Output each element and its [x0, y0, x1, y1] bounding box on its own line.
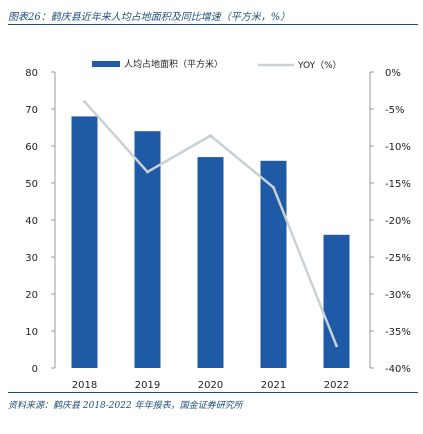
left-tick-label: 0	[32, 364, 38, 375]
yoy-point	[272, 185, 275, 189]
right-tick-label: -10%	[385, 142, 411, 153]
right-tick-label: -5%	[385, 105, 404, 116]
right-tick-label: 0%	[385, 68, 401, 79]
title-rule	[8, 24, 418, 25]
bar	[71, 116, 98, 369]
left-tick-label: 30	[25, 253, 38, 264]
x-tick-label: 2019	[135, 380, 160, 391]
right-tick-label: -30%	[385, 290, 411, 301]
x-tick-label: 2018	[72, 380, 97, 391]
bar	[323, 234, 350, 368]
right-tick-label: -15%	[385, 179, 411, 190]
left-tick-label: 20	[25, 290, 38, 301]
left-tick-label: 10	[25, 327, 38, 338]
legend-swatch-bars	[92, 61, 120, 67]
yoy-point	[209, 134, 212, 138]
left-tick-label: 80	[25, 68, 38, 79]
source-rule	[8, 392, 418, 393]
right-tick-label: -20%	[385, 216, 411, 227]
figure-source: 资料来源：鹤庆县 2018-2022 年年报表，国金证券研究所	[8, 401, 243, 411]
left-tick-label: 40	[25, 216, 38, 227]
bar	[260, 160, 287, 368]
right-tick-label: -40%	[385, 364, 411, 375]
yoy-point	[335, 344, 338, 348]
legend-label-bars: 人均占地面积（平方米）	[124, 58, 223, 70]
legend-label-line: YOY（%）	[297, 60, 342, 71]
yoy-point	[146, 170, 149, 174]
right-tick-label: -35%	[385, 327, 411, 338]
x-tick-label: 2022	[324, 380, 349, 391]
figure-title: 图表26：鹤庆县近年来人均占地面积及同比增速（平方米，%）	[8, 12, 291, 23]
right-tick-label: -25%	[385, 253, 411, 264]
x-tick-label: 2021	[261, 380, 286, 391]
yoy-point	[83, 100, 86, 104]
left-tick-label: 70	[25, 105, 38, 116]
x-tick-label: 2020	[198, 380, 223, 391]
left-tick-label: 60	[25, 142, 38, 153]
bar	[197, 157, 224, 368]
left-tick-label: 50	[25, 179, 38, 190]
